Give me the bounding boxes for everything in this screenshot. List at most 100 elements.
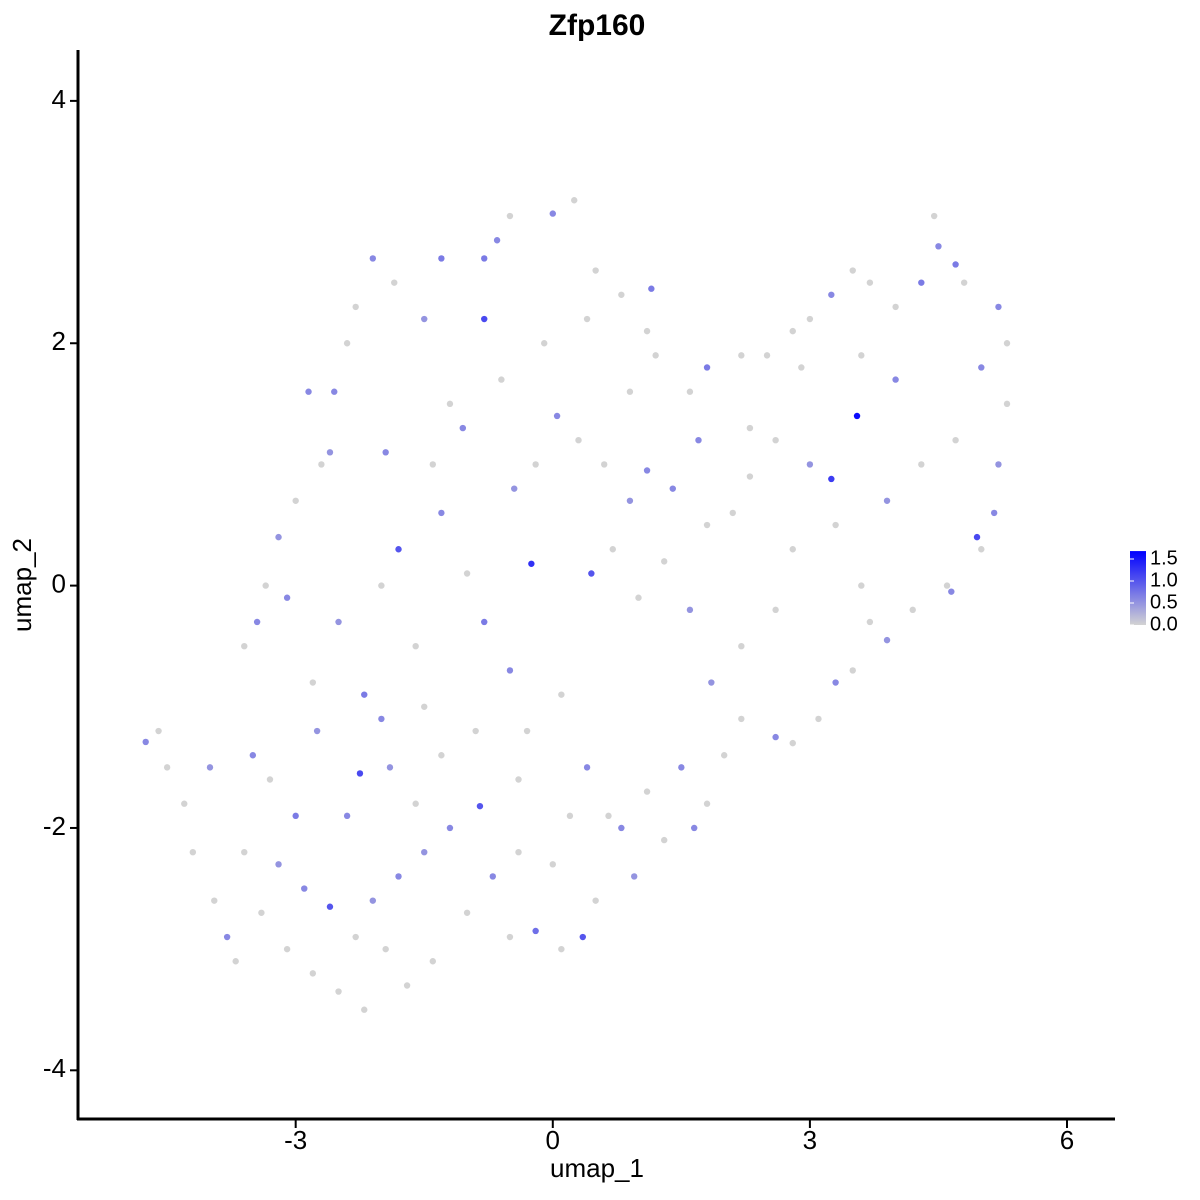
point bbox=[883, 497, 891, 504]
point bbox=[772, 436, 779, 444]
point bbox=[828, 291, 835, 298]
point bbox=[746, 473, 754, 480]
point bbox=[626, 388, 634, 395]
point bbox=[648, 285, 655, 292]
point bbox=[395, 546, 402, 553]
point bbox=[806, 315, 814, 323]
point bbox=[661, 836, 668, 844]
point bbox=[669, 485, 676, 492]
point bbox=[960, 279, 968, 286]
point bbox=[918, 461, 925, 468]
point bbox=[609, 546, 616, 553]
point bbox=[421, 848, 428, 856]
point bbox=[892, 376, 899, 383]
point bbox=[678, 764, 685, 771]
point bbox=[849, 667, 856, 674]
point bbox=[935, 243, 942, 250]
point bbox=[142, 738, 149, 746]
point bbox=[592, 897, 599, 904]
y-tick-label: -4 bbox=[43, 1053, 66, 1083]
point bbox=[283, 594, 291, 601]
point bbox=[493, 237, 501, 244]
point bbox=[853, 412, 861, 420]
point bbox=[241, 848, 248, 856]
point bbox=[549, 210, 556, 217]
point bbox=[211, 897, 218, 904]
y-axis-label: umap_2 bbox=[7, 538, 37, 632]
point bbox=[806, 461, 814, 468]
point bbox=[163, 764, 171, 771]
point bbox=[515, 848, 522, 856]
point bbox=[352, 303, 359, 311]
point bbox=[532, 461, 539, 468]
point bbox=[523, 727, 531, 735]
point bbox=[421, 315, 428, 323]
point bbox=[476, 802, 484, 810]
point bbox=[331, 388, 338, 395]
point bbox=[588, 570, 595, 577]
point bbox=[356, 770, 364, 777]
colorbar-label: 1.5 bbox=[1150, 547, 1178, 569]
point bbox=[686, 606, 694, 614]
y-tick-label: 0 bbox=[52, 568, 66, 598]
colorbar-label: 0.0 bbox=[1150, 613, 1178, 635]
point bbox=[558, 691, 565, 698]
point bbox=[892, 303, 899, 311]
point bbox=[481, 315, 488, 323]
point bbox=[643, 467, 651, 474]
point bbox=[275, 533, 282, 541]
point bbox=[249, 752, 257, 759]
point bbox=[343, 340, 351, 347]
point bbox=[772, 733, 779, 741]
point bbox=[618, 824, 625, 832]
point bbox=[446, 400, 454, 408]
point bbox=[438, 752, 445, 759]
point bbox=[378, 715, 385, 723]
point bbox=[832, 679, 839, 686]
point bbox=[361, 691, 368, 698]
point bbox=[541, 340, 548, 347]
y-tick-label: 2 bbox=[52, 326, 66, 356]
point bbox=[446, 824, 454, 832]
point bbox=[361, 1006, 368, 1013]
point bbox=[918, 279, 925, 286]
point bbox=[575, 436, 582, 444]
point bbox=[438, 509, 445, 517]
point bbox=[369, 897, 377, 904]
point bbox=[828, 475, 835, 483]
point bbox=[382, 449, 389, 456]
point bbox=[631, 873, 638, 880]
point bbox=[832, 521, 839, 529]
point bbox=[395, 873, 402, 880]
point bbox=[506, 667, 514, 674]
point bbox=[266, 776, 274, 783]
point bbox=[1003, 400, 1011, 408]
x-tick-label: 6 bbox=[1060, 1125, 1074, 1155]
point bbox=[386, 764, 394, 771]
point bbox=[283, 945, 291, 953]
point bbox=[738, 642, 745, 650]
point bbox=[326, 903, 334, 910]
point bbox=[1003, 340, 1011, 347]
point bbox=[571, 197, 578, 204]
point bbox=[995, 303, 1002, 311]
point bbox=[990, 509, 998, 517]
point bbox=[643, 327, 651, 335]
point bbox=[206, 764, 214, 771]
chart-title: Zfp160 bbox=[549, 9, 646, 42]
point bbox=[866, 618, 874, 626]
point bbox=[618, 291, 625, 298]
point bbox=[309, 679, 317, 686]
point bbox=[789, 739, 796, 747]
point bbox=[558, 945, 565, 953]
colorbar-label: 0.5 bbox=[1150, 591, 1178, 613]
point bbox=[601, 461, 608, 468]
point bbox=[241, 642, 248, 650]
point bbox=[391, 279, 398, 286]
point bbox=[549, 861, 556, 868]
point bbox=[459, 424, 467, 432]
point bbox=[943, 582, 951, 589]
point bbox=[412, 642, 419, 650]
x-tick-label: 3 bbox=[803, 1125, 817, 1155]
